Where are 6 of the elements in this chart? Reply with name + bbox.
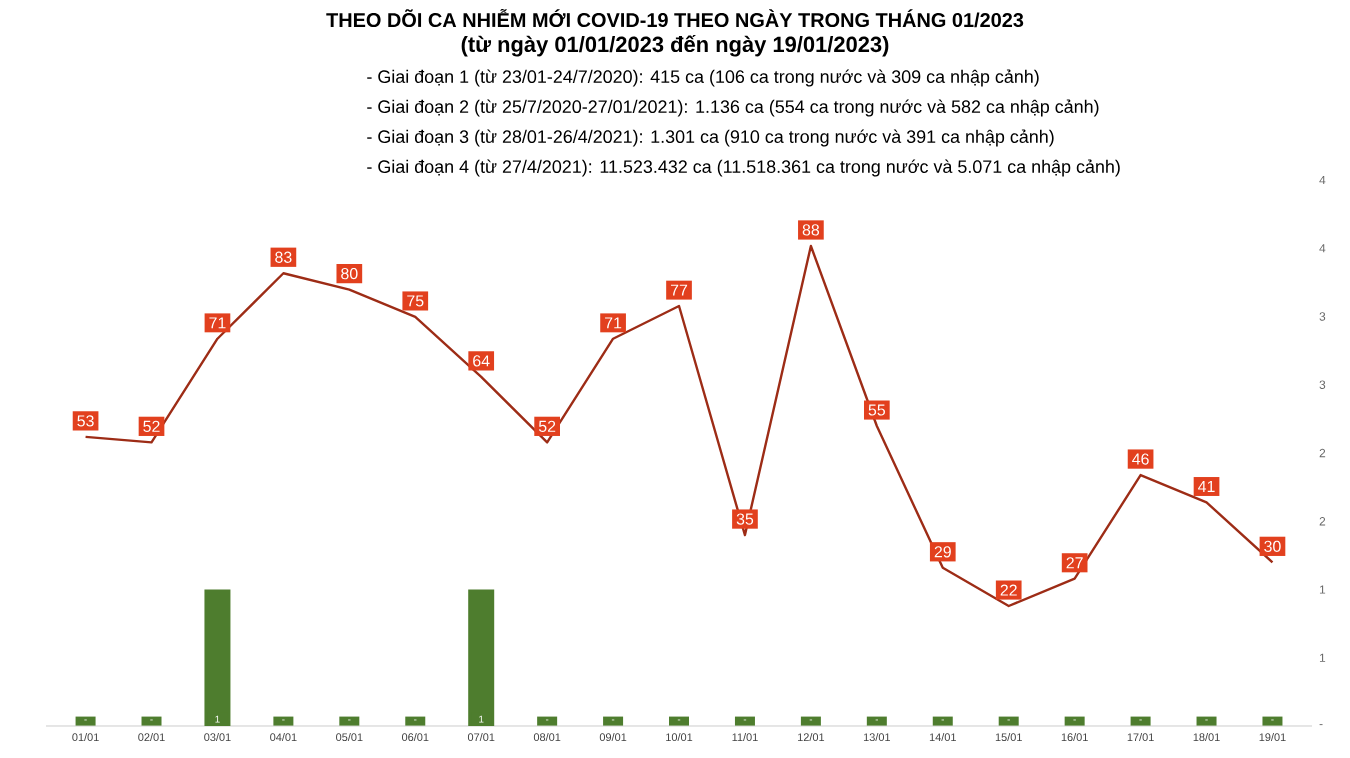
chart-title: THEO DÕI CA NHIỄM MỚI COVID-19 THEO NGÀY TRONG THÁNG 01/2023 [326,9,1024,28]
chart-subtitle: (từ ngày 01/01/2023 đến ngày 19/01/2023) [461,35,889,57]
text: - Giai đoạn 2 (từ 25/7/2020-27/01/2021): 1.136 ca (554 ca trong nước và 582 ca nhập cảnh) [367,99,1099,117]
text: - Giai đoạn 4 (từ 27/4/2021): 11.523.432 ca (11.518.361 ca trong nước và 5.071 ca nhập cảnh) [367,159,1120,177]
text: - Giai đoạn 1 (từ 23/01-24/7/2020): 415 ca (106 ca trong nước và 309 ca nhập cảnh) [367,69,1039,87]
text: - Giai đoạn 3 (từ 28/01-26/4/2021): 1.301 ca (910 ca trong nước và 391 ca nhập cảnh) [367,129,1054,147]
